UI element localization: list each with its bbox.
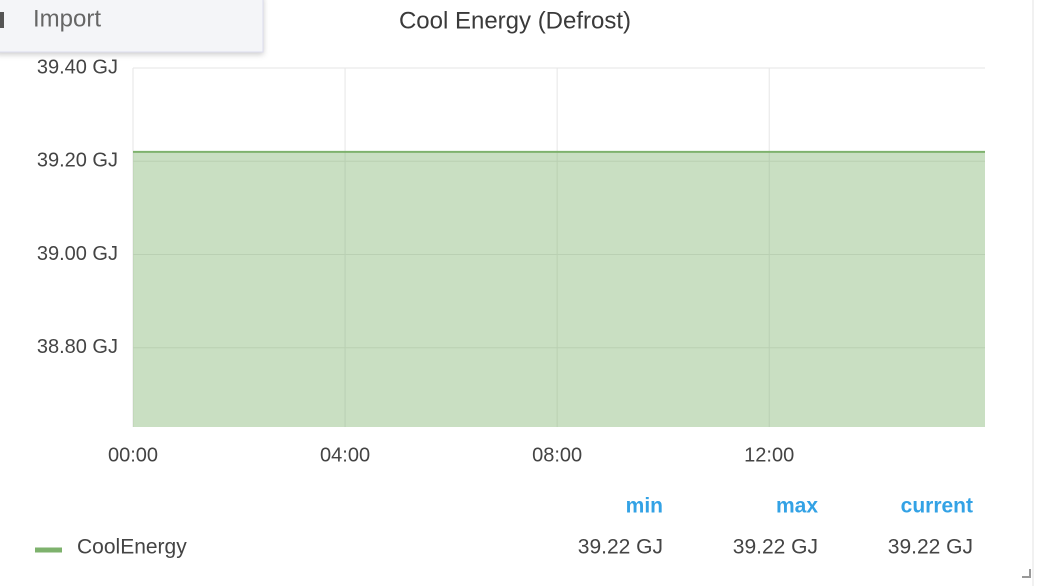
plot: 38.80 GJ 39.00 GJ 39.20 GJ 39.40 GJ 00:00 04:…	[35, 56, 985, 559]
legend-column-header: current	[901, 495, 973, 518]
legend-stat: 39.22 GJ	[578, 536, 663, 559]
x-tick-label: 04:00	[320, 444, 370, 466]
legend-column-header: min	[626, 495, 663, 518]
y-tick-label: 39.20 GJ	[37, 150, 118, 172]
menu-item[interactable]: Import	[33, 5, 101, 32]
resize-handle[interactable]	[1022, 569, 1031, 578]
y-tick-label: 38.80 GJ	[37, 336, 118, 358]
menu[interactable]: Import	[0, 0, 264, 53]
legend-stat: 39.22 GJ	[888, 536, 973, 559]
legend-label: CoolEnergy	[77, 536, 187, 559]
menu-box[interactable]	[0, 0, 264, 53]
x-tick-label: 08:00	[532, 444, 582, 466]
x-tick-label: 00:00	[108, 444, 158, 466]
legend-stat: 39.22 GJ	[733, 536, 818, 559]
legend-column-header: max	[776, 495, 818, 518]
y-tick-label: 39.40 GJ	[37, 56, 118, 78]
menu-icon	[0, 12, 4, 28]
chart-title: Cool Energy (Defrost)	[399, 7, 631, 34]
y-tick-label: 39.00 GJ	[37, 243, 118, 265]
area	[133, 151, 985, 428]
x-tick-label: 12:00	[744, 444, 794, 466]
